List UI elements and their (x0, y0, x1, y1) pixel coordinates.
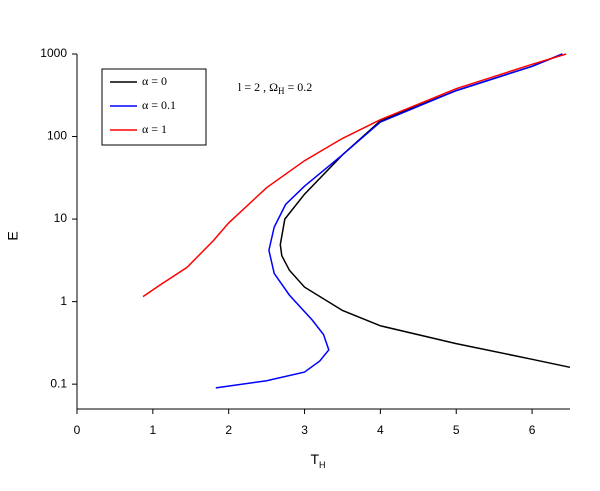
x-tick-label: 3 (301, 423, 308, 437)
y-tick-label: 10 (54, 211, 68, 225)
legend-label: α = 0 (142, 74, 167, 88)
x-tick-label: 4 (377, 423, 384, 437)
legend-label: α = 0.1 (142, 98, 176, 112)
series-line (215, 53, 563, 389)
y-tick-label: 100 (47, 129, 67, 143)
y-axis-label: E (5, 231, 21, 240)
x-tick-label: 5 (453, 423, 460, 437)
y-tick-label: 0.1 (50, 376, 67, 390)
annotation-tail: = 0.2 (288, 80, 313, 94)
legend-box (101, 68, 207, 146)
y-tick-label: 1 (60, 294, 67, 308)
x-tick-label: 0 (74, 423, 81, 437)
y-tick-label: 1000 (40, 46, 67, 60)
annotation-main: l = 2 , Ω (238, 80, 278, 94)
x-tick-label: 6 (529, 423, 536, 437)
x-label-main: T (310, 451, 319, 467)
legend: α = 0 α = 0.1 α = 1 (110, 74, 176, 136)
series-line (142, 53, 567, 298)
x-label-sub: H (319, 460, 326, 470)
annotation: l = 2 , ΩH = 0.2 (238, 80, 312, 96)
x-axis-label: TH (310, 451, 325, 471)
x-tick-label: 2 (225, 423, 232, 437)
annotation-sub: H (278, 86, 285, 96)
legend-label: α = 1 (142, 122, 167, 136)
x-tick-label: 1 (150, 423, 157, 437)
